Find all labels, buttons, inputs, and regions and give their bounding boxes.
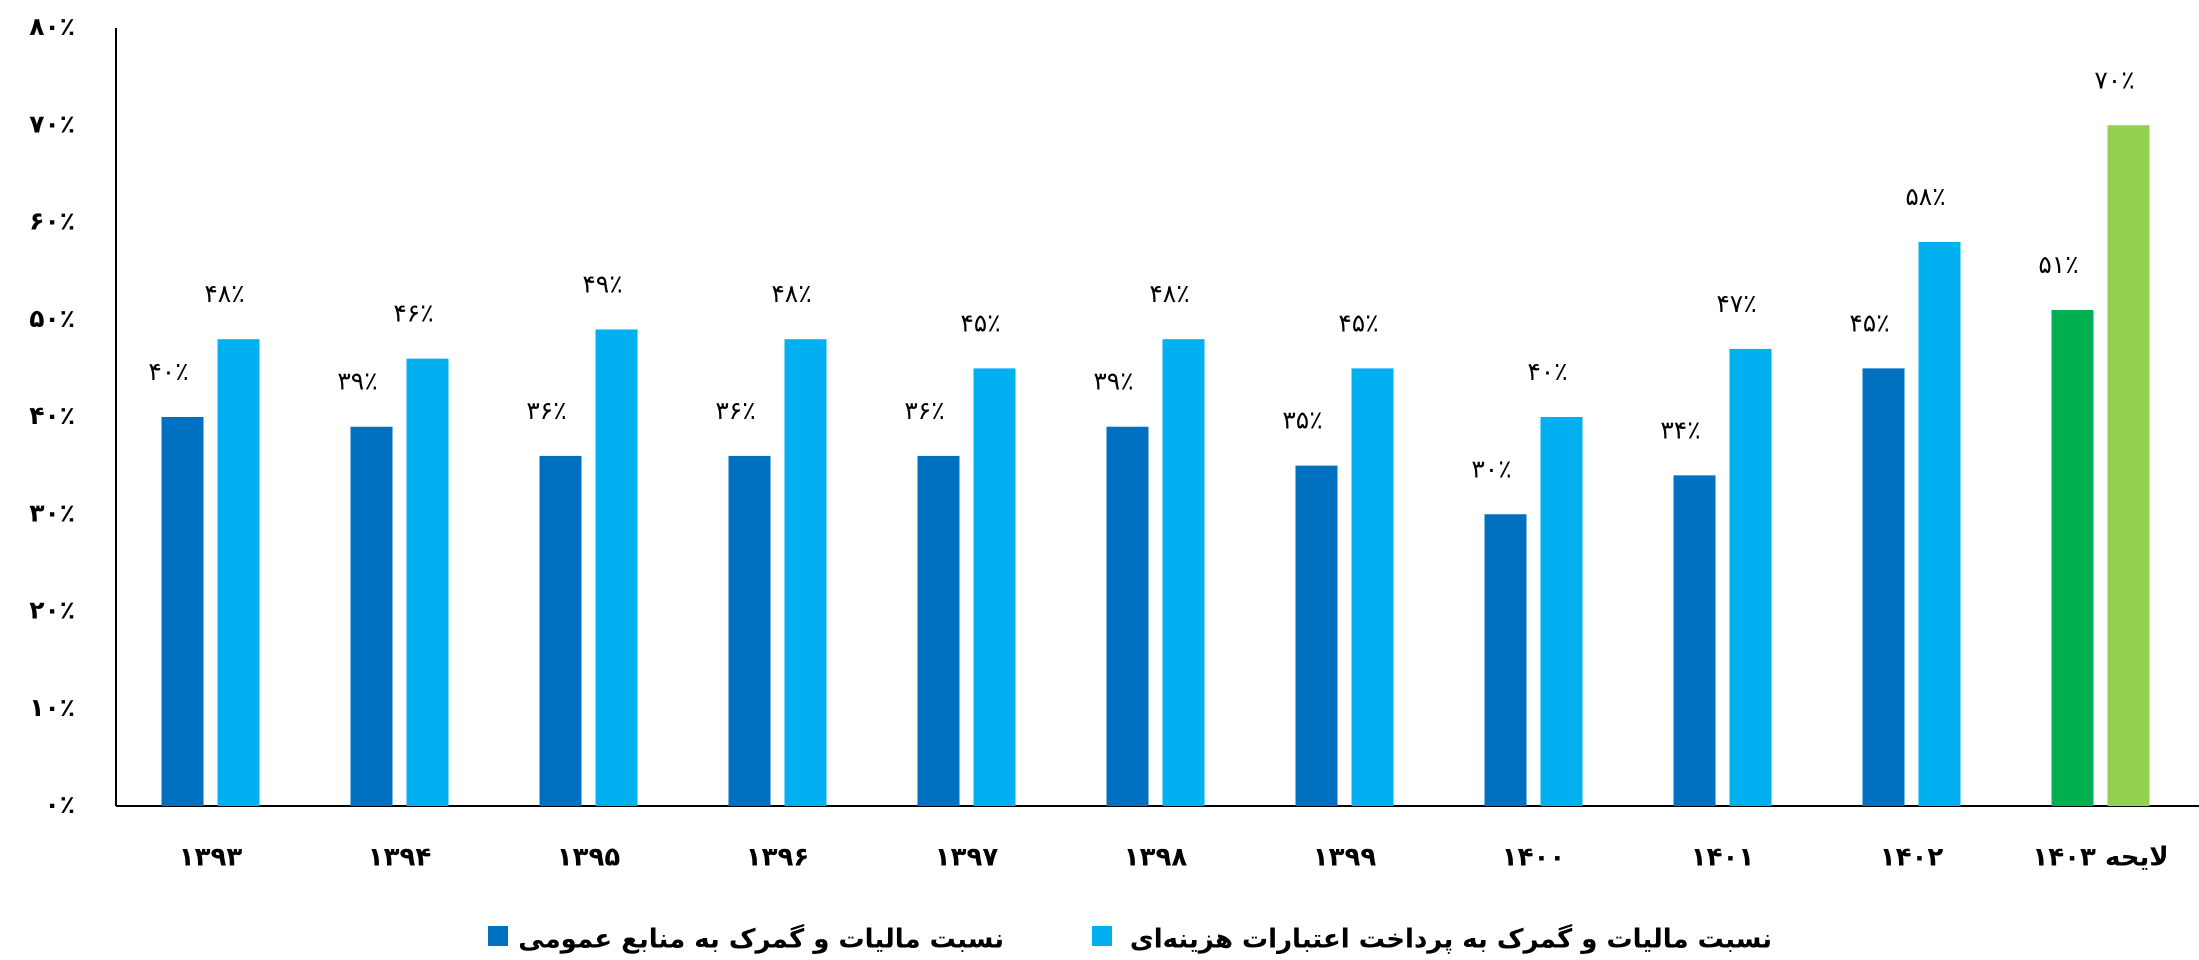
value-label: ۳۶٪ xyxy=(526,396,566,425)
y-tick-label: ۸۰٪ xyxy=(29,12,75,41)
bar xyxy=(161,417,204,806)
value-label: ۳۹٪ xyxy=(337,367,377,396)
bar xyxy=(595,329,638,806)
bar xyxy=(1106,426,1149,806)
x-tick-label: ۱۴۰۱ xyxy=(1691,843,1754,873)
legend-label: نسبت مالیات و گمرک به منابع عمومی xyxy=(518,924,1004,955)
y-tick-label: ۱۰٪ xyxy=(29,693,75,722)
legend-swatch xyxy=(488,926,508,946)
x-tick-label: ۱۴۰۲ xyxy=(1880,843,1944,873)
bar xyxy=(1540,417,1583,806)
value-label: ۴۸٪ xyxy=(1149,279,1189,308)
bar xyxy=(784,339,827,806)
y-tick-label: ۵۰٪ xyxy=(29,304,75,333)
x-tick-label: ۱۳۹۶ xyxy=(746,843,809,873)
value-label: ۴۸٪ xyxy=(771,279,811,308)
bar xyxy=(1729,348,1772,806)
value-label: ۳۴٪ xyxy=(1660,415,1700,444)
x-tick-label: ۱۳۹۳ xyxy=(179,843,243,873)
bar xyxy=(1862,368,1905,806)
value-label: ۳۰٪ xyxy=(1471,454,1511,483)
value-label: ۴۶٪ xyxy=(393,299,433,328)
bar xyxy=(2051,310,2094,806)
bar xyxy=(217,339,260,806)
y-tick-label: ۴۰٪ xyxy=(29,401,75,430)
bar xyxy=(1918,241,1961,806)
bar xyxy=(1673,475,1716,806)
bar xyxy=(1484,514,1527,806)
value-label: ۴۸٪ xyxy=(204,279,244,308)
bar xyxy=(406,358,449,806)
value-label: ۳۶٪ xyxy=(904,396,944,425)
bar xyxy=(728,455,771,806)
value-label: ۴۵٪ xyxy=(1338,308,1378,337)
y-tick-label: ۳۰٪ xyxy=(29,498,75,527)
bar xyxy=(1162,339,1205,806)
x-tick-label: ۱۳۹۹ xyxy=(1313,843,1377,873)
value-label: ۴۵٪ xyxy=(960,308,1000,337)
x-tick-label: ۱۳۹۴ xyxy=(368,843,431,873)
x-tick-label: ۱۴۰۰ xyxy=(1502,843,1565,873)
value-label: ۴۰٪ xyxy=(148,357,188,386)
value-label: ۴۰٪ xyxy=(1527,357,1567,386)
y-tick-label: ۲۰٪ xyxy=(29,596,75,625)
x-tick-label: ۱۳۹۷ xyxy=(935,843,999,873)
value-label: ۳۵٪ xyxy=(1282,406,1322,435)
bar xyxy=(2107,125,2150,806)
bar xyxy=(1351,368,1394,806)
x-tick-label: لایحه ۱۴۰۳ xyxy=(2032,843,2168,873)
value-label: ۷۰٪ xyxy=(2094,65,2134,94)
bar xyxy=(539,455,582,806)
value-label: ۵۱٪ xyxy=(2038,250,2078,279)
legend-label: نسبت مالیات و گمرک به پرداخت اعتبارات هز… xyxy=(1130,924,1772,955)
value-label: ۴۹٪ xyxy=(582,269,622,298)
bar xyxy=(350,426,393,806)
x-tick-label: ۱۳۹۵ xyxy=(557,843,621,873)
y-tick-label: ۷۰٪ xyxy=(29,109,75,138)
y-tick-label: ۰٪ xyxy=(44,790,75,819)
value-label: ۳۶٪ xyxy=(715,396,755,425)
legend-swatch xyxy=(1092,926,1112,946)
bar xyxy=(1295,465,1338,806)
value-label: ۴۷٪ xyxy=(1716,289,1756,318)
bar xyxy=(917,455,960,806)
value-label: ۵۸٪ xyxy=(1905,182,1945,211)
y-tick-label: ۶۰٪ xyxy=(29,207,75,236)
bar xyxy=(973,368,1016,806)
value-label: ۴۵٪ xyxy=(1849,308,1889,337)
value-label: ۳۹٪ xyxy=(1093,367,1133,396)
x-tick-label: ۱۳۹۸ xyxy=(1124,843,1188,873)
